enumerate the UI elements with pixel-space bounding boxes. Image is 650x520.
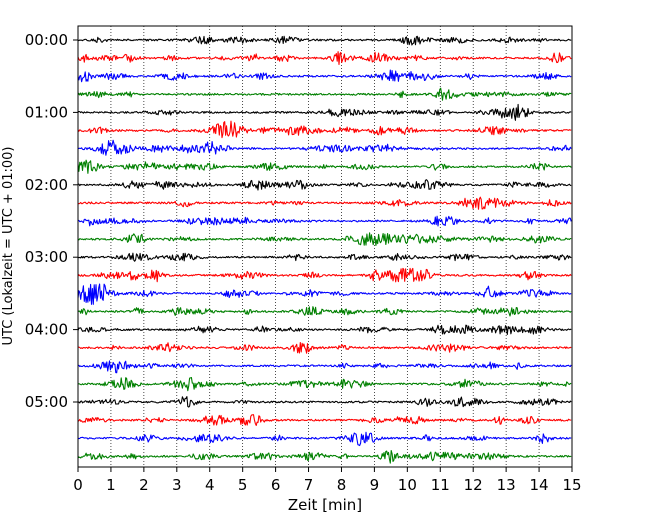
trace-line [77,341,572,354]
trace-line [77,215,572,227]
x-tick-label: 15 [562,476,581,494]
trace-line [77,431,572,447]
trace-line [77,196,572,210]
y-tick-label: 01:00 [25,103,68,121]
trace-line [77,376,572,392]
trace-line [77,69,572,83]
trace-line [77,414,572,426]
trace-line [77,252,572,262]
trace-line [77,450,572,464]
trace-line [77,396,572,408]
trace-line [77,139,572,156]
trace-line [77,360,572,374]
x-tick-label: 5 [238,476,248,494]
y-tick-label: 03:00 [25,248,68,266]
trace-line [77,103,572,121]
trace-line [77,179,572,191]
trace-line [77,159,572,174]
trace-line [77,87,572,101]
seismic-traces [77,35,572,464]
x-tick-label: 14 [530,476,549,494]
x-tick-label: 9 [370,476,380,494]
y-axis-ticks: 00:00 01:00 02:00 03:00 04:00 05:00 [25,31,78,411]
y-tick-label: 00:00 [25,31,68,49]
trace-line [77,232,572,246]
trace-line [77,324,572,335]
x-axis-label: Zeit [min] [288,496,362,514]
x-tick-label: 12 [464,476,483,494]
x-tick-label: 11 [431,476,450,494]
x-tick-label: 0 [73,476,83,494]
x-tick-label: 7 [304,476,314,494]
x-tick-label: 10 [398,476,417,494]
trace-line [77,267,572,283]
trace-line [77,35,572,46]
y-tick-label: 02:00 [25,176,68,194]
x-tick-label: 1 [106,476,116,494]
x-tick-label: 13 [497,476,516,494]
y-tick-label: 04:00 [25,321,68,339]
y-tick-label: 05:00 [25,393,68,411]
x-tick-label: 2 [139,476,149,494]
trace-line [77,283,572,305]
y-axis-label: UTC (Lokalzeit = UTC + 01:00) [1,147,16,346]
trace-line [77,306,572,317]
trace-line [77,51,572,66]
plot-frame [77,25,573,468]
x-tick-label: 8 [337,476,347,494]
x-axis-ticks: 0 1 2 3 4 5 6 7 8 9 10 11 12 13 14 15 [73,467,582,494]
trace-line [77,120,572,139]
x-tick-label: 6 [271,476,281,494]
x-tick-label: 3 [172,476,182,494]
x-tick-label: 4 [205,476,215,494]
